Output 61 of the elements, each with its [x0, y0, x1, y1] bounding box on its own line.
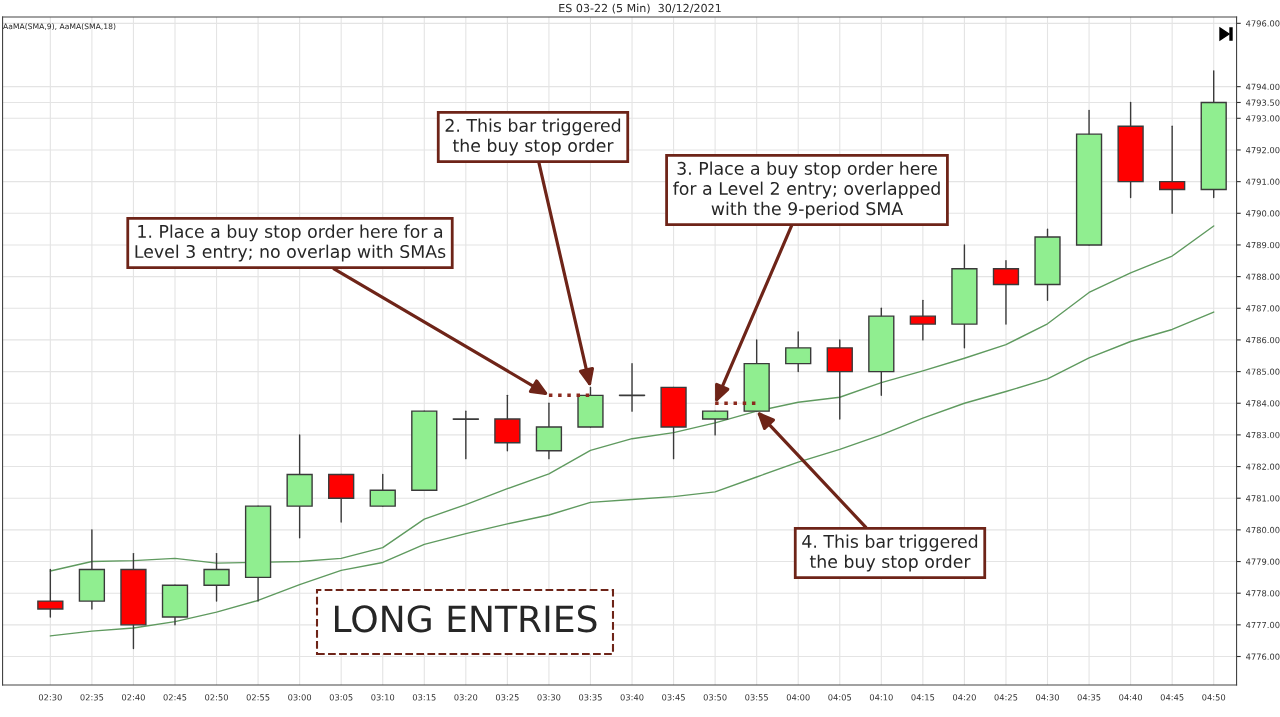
annotation: 4. This bar triggered the buy stop order — [802, 534, 978, 572]
annotation: 1. Place a buy stop order here for a Level 3 entry; no overlap with SMAs — [135, 224, 446, 262]
x-tick-label: 04:15 — [911, 694, 935, 701]
y-tick-label: 4786.00 — [1246, 336, 1280, 344]
x-tick-label: 03:40 — [620, 694, 644, 701]
y-tick-label: 4778.00 — [1246, 590, 1280, 597]
x-tick-label: 02:30 — [38, 694, 62, 701]
x-tick-label: 02:45 — [163, 694, 187, 701]
x-tick-label: 02:50 — [205, 694, 228, 701]
x-tick-label: 04:05 — [828, 694, 852, 701]
x-tick-label: 04:00 — [786, 694, 810, 701]
x-tick-label: 03:00 — [288, 694, 312, 701]
x-tick-label: 03:10 — [371, 694, 395, 701]
y-tick-label: 4780.00 — [1246, 526, 1280, 534]
x-tick-label: 03:55 — [745, 694, 768, 701]
annotation: LONG ENTRIES — [335, 605, 597, 633]
x-tick-label: 03:20 — [454, 694, 478, 701]
y-tick-label: 4784.00 — [1246, 400, 1280, 407]
x-tick-label: 03:05 — [329, 694, 353, 701]
x-tick-label: 02:35 — [80, 694, 104, 701]
x-tick-label: 03:25 — [495, 694, 519, 701]
y-tick-label: 4783.00 — [1246, 431, 1280, 439]
x-tick-label: 04:10 — [869, 694, 893, 701]
candlestick — [1158, 125, 1186, 214]
candlestick — [452, 410, 480, 460]
y-tick-label: 4779.00 — [1246, 558, 1280, 565]
x-tick-label: 04:50 — [1202, 694, 1226, 701]
x-tick-label: 02:55 — [246, 694, 270, 701]
x-tick-label: 04:30 — [1036, 694, 1059, 701]
y-tick-label: 4792.00 — [1246, 146, 1280, 154]
line-series — [49, 311, 1215, 637]
y-tick-label: 4790.00 — [1246, 210, 1280, 217]
y-tick-label: 4787.00 — [1246, 305, 1280, 312]
x-tick-label: 03:35 — [579, 694, 602, 701]
x-tick-label: 03:45 — [662, 694, 685, 701]
y-tick-label: 4796.00 — [1246, 20, 1280, 27]
x-tick-label: 04:40 — [1119, 694, 1143, 701]
y-tick-label: 4782.00 — [1246, 463, 1280, 470]
y-tick-label: 4785.00 — [1246, 368, 1280, 375]
candlestick — [618, 362, 646, 412]
x-tick-label: 04:25 — [994, 694, 1018, 701]
chart-title: ES 03-22 (5 Min) 30/12/2021 — [559, 3, 721, 14]
y-tick-label: 4777.00 — [1246, 621, 1280, 629]
annotation: 3. Place a buy stop order here for a Level 2 entry; overlapped with the 9-period SMA — [673, 161, 940, 219]
y-tick-label: 4789.00 — [1246, 241, 1280, 249]
y-tick-label: 4791.00 — [1246, 178, 1280, 185]
y-tick-label: 4793.00 — [1246, 115, 1280, 122]
x-tick-label: 03:15 — [412, 694, 436, 701]
annotation: 2. This bar triggered the buy stop order — [445, 118, 621, 156]
line-series — [49, 225, 1215, 572]
x-tick-label: 03:50 — [703, 694, 727, 701]
x-tick-label: 02:40 — [121, 694, 145, 701]
y-tick-label: 4793.50 — [1246, 99, 1280, 106]
y-tick-label: 4788.00 — [1246, 273, 1280, 280]
y-tick-label: 4794.00 — [1246, 83, 1280, 90]
x-tick-label: 04:35 — [1077, 694, 1101, 701]
x-tick-label: 04:45 — [1160, 694, 1184, 701]
y-tick-label: 4781.00 — [1246, 495, 1280, 502]
x-tick-label: 04:20 — [952, 694, 976, 701]
x-tick-label: 03:30 — [537, 694, 561, 701]
y-tick-label: 4776.00 — [1246, 653, 1280, 660]
